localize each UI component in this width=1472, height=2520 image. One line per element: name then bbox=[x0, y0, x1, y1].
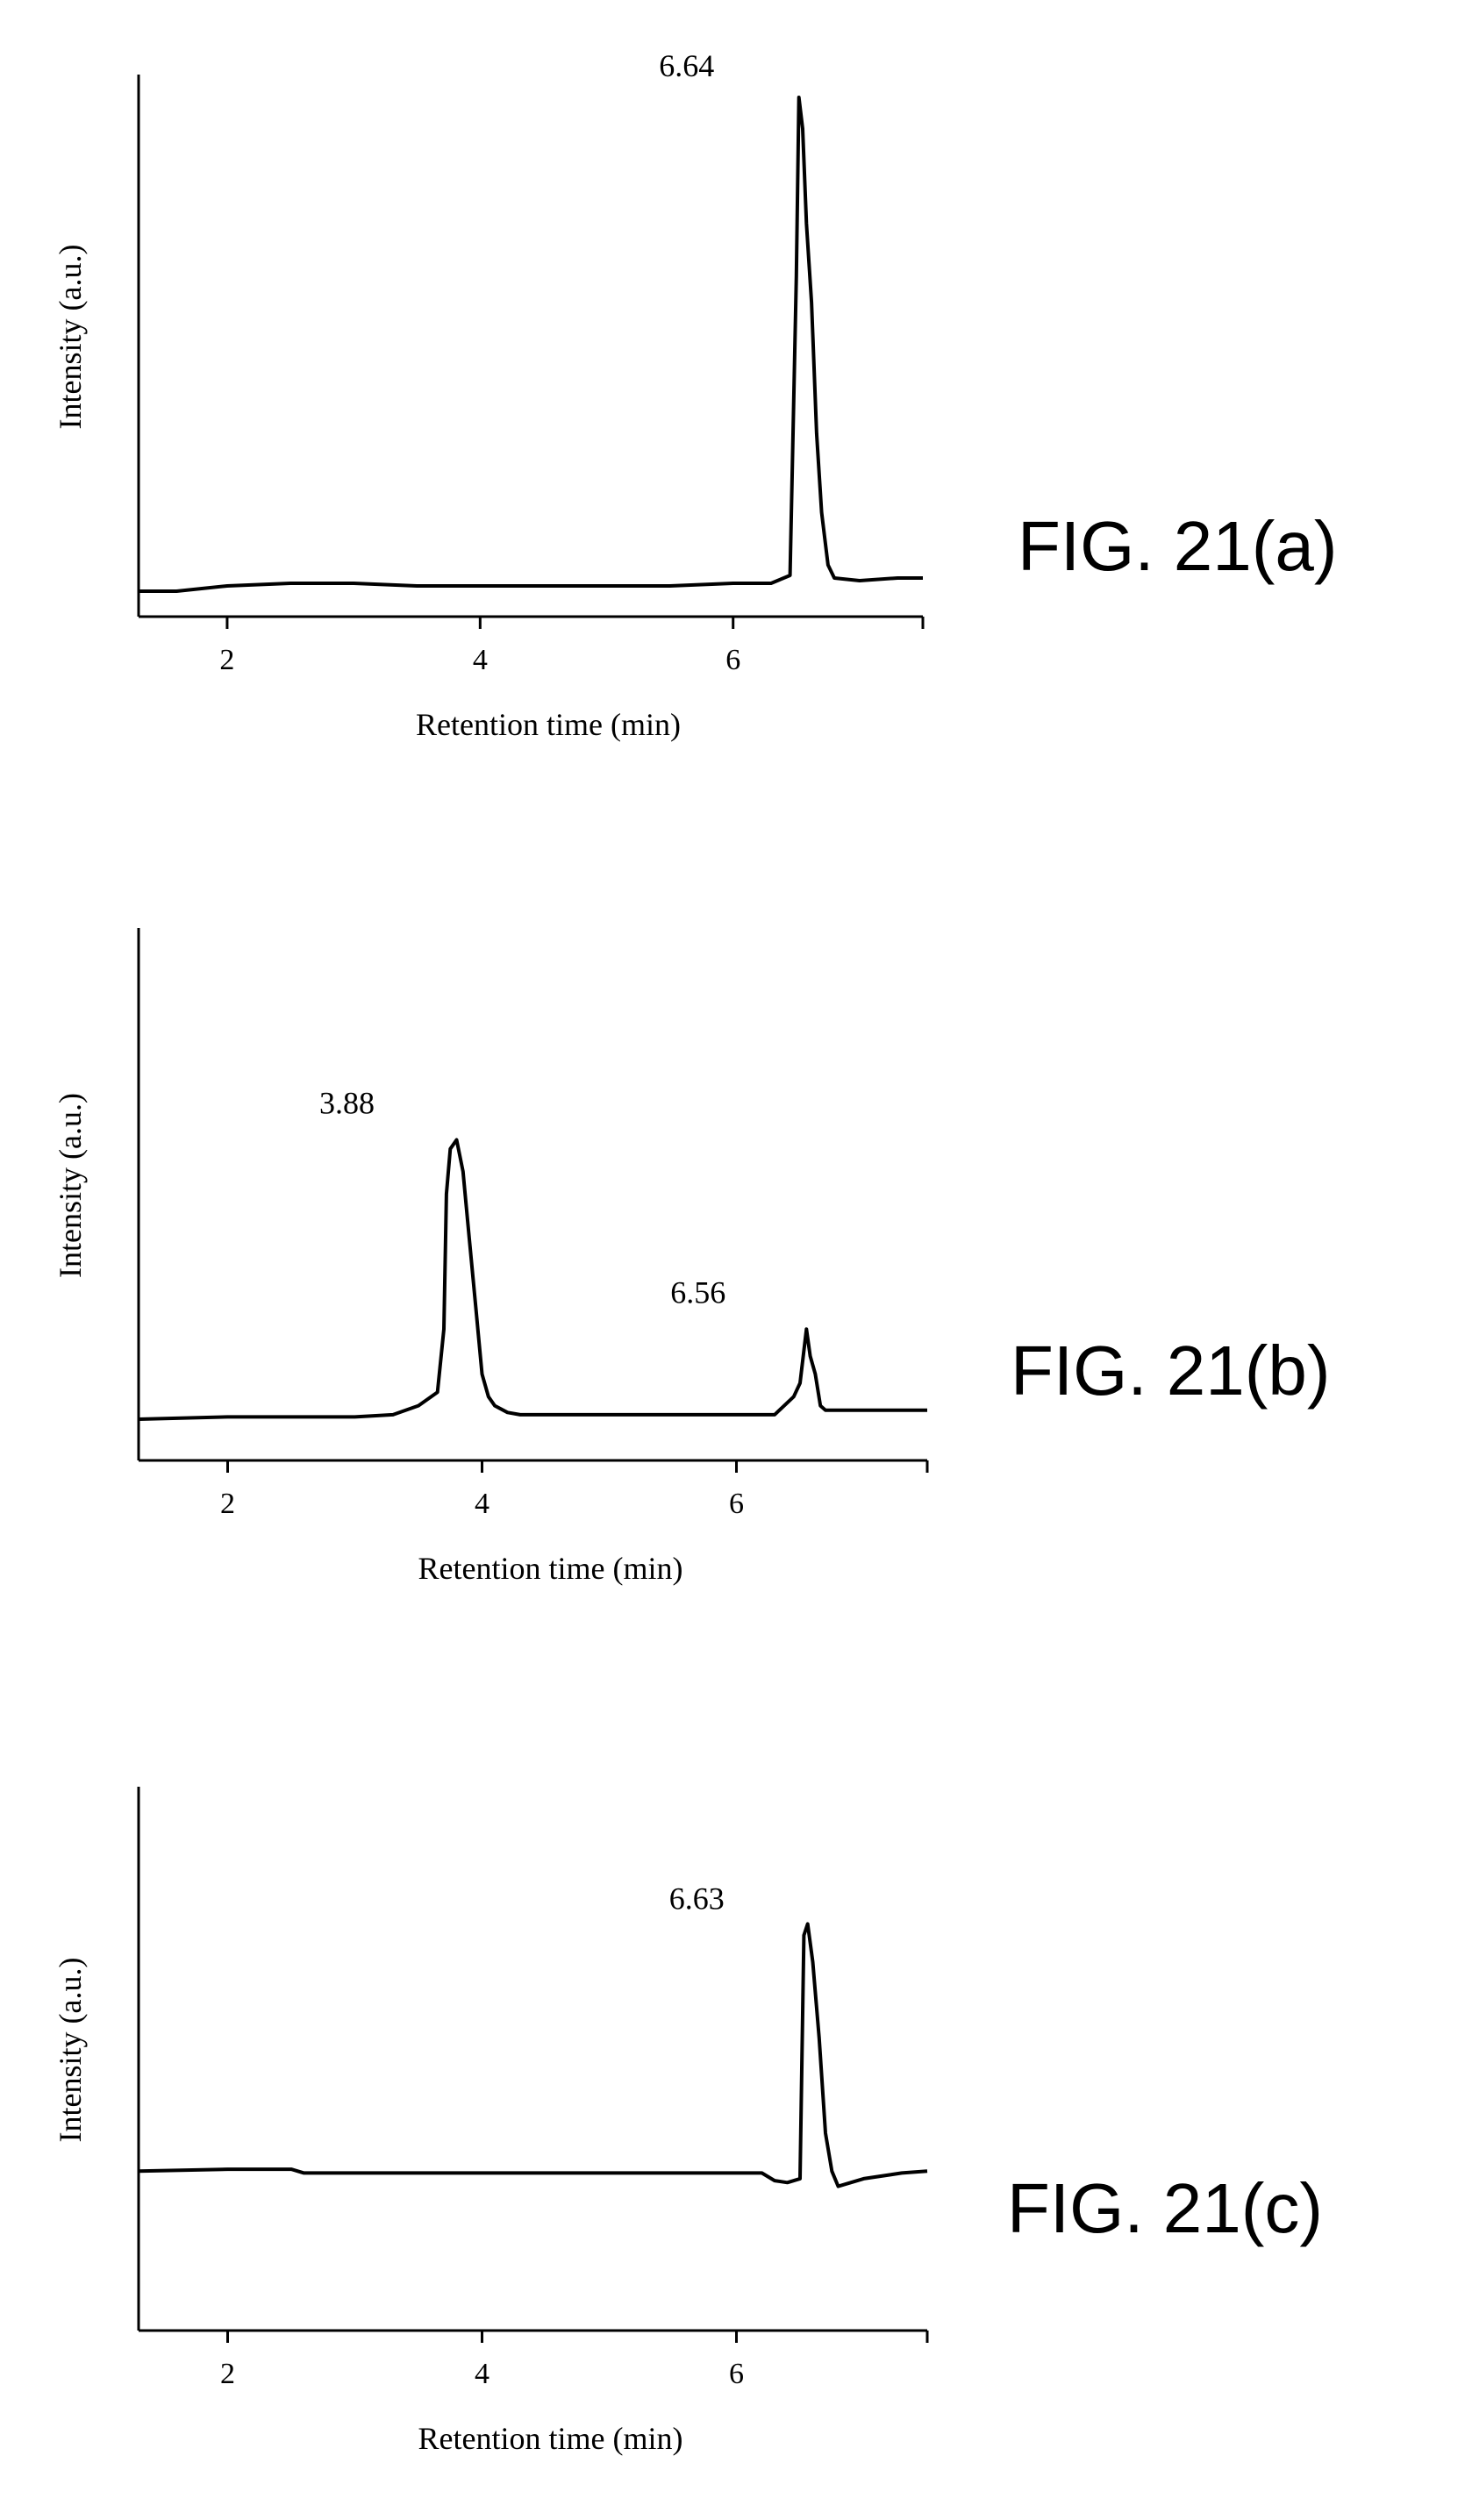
figure-label: FIG. 21(b) bbox=[1011, 1331, 1331, 1410]
x-tick-label: 2 bbox=[219, 644, 234, 676]
chart-panel-3: 2 4 6 Retention time (min) Intensity (a.u.) 6… bbox=[53, 1787, 1323, 2456]
chromatogram-trace bbox=[139, 1140, 927, 1420]
x-tick-label: 2 bbox=[220, 2358, 235, 2390]
x-tick-label: 4 bbox=[475, 2358, 489, 2390]
peak-retention-label: 6.63 bbox=[669, 1881, 725, 1916]
chromatogram-trace bbox=[139, 97, 923, 591]
peak-retention-label: 6.64 bbox=[659, 48, 714, 83]
x-tick-label: 4 bbox=[473, 644, 488, 676]
figure-label: FIG. 21(a) bbox=[1018, 507, 1338, 585]
x-tick-label: 6 bbox=[729, 1488, 744, 1520]
y-axis-label: Intensity (a.u.) bbox=[53, 245, 88, 430]
peak-retention-label: 3.88 bbox=[319, 1086, 375, 1121]
x-axis-label: Retention time (min) bbox=[418, 1551, 683, 1586]
peak-retention-label: 6.56 bbox=[670, 1274, 725, 1310]
chart-panel-1: 2 4 6 Retention time (min) Intensity (a.u.) 6… bbox=[53, 48, 1338, 742]
x-tick-label: 6 bbox=[725, 644, 740, 676]
x-axis-label: Retention time (min) bbox=[416, 707, 681, 742]
y-axis-label: Intensity (a.u.) bbox=[53, 1093, 88, 1278]
x-tick-label: 6 bbox=[729, 2358, 744, 2390]
figure-label: FIG. 21(c) bbox=[1007, 2169, 1323, 2247]
x-tick-label: 4 bbox=[475, 1488, 489, 1520]
chart-panel-2: 2 4 6 Retention time (min) Intensity (a.u.) 3… bbox=[53, 928, 1331, 1586]
x-tick-label: 2 bbox=[220, 1488, 235, 1520]
x-axis-label: Retention time (min) bbox=[418, 2421, 683, 2456]
y-axis-label: Intensity (a.u.) bbox=[53, 1958, 88, 2143]
chromatogram-trace bbox=[139, 1924, 927, 2186]
